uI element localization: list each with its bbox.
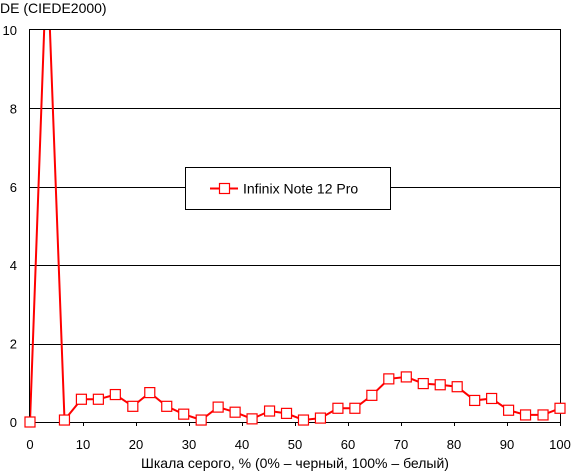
data-point [451, 381, 463, 393]
data-point [24, 416, 36, 428]
data-point [127, 400, 139, 412]
x-tick-label: 70 [394, 437, 408, 452]
data-point [486, 392, 498, 405]
x-tick-label: 50 [288, 437, 302, 452]
data-point [469, 394, 481, 407]
y-tick-label: 4 [10, 258, 17, 273]
y-tick-label: 8 [10, 101, 17, 116]
x-tick-label: 20 [129, 437, 143, 452]
legend-marker [218, 182, 231, 195]
data-point [144, 387, 156, 399]
legend-label: Infinix Note 12 Pro [243, 181, 358, 197]
x-tick-label: 30 [182, 437, 196, 452]
data-point [58, 414, 71, 426]
y-tick-label: 6 [10, 180, 17, 195]
data-point [434, 379, 446, 391]
data-point [366, 389, 378, 401]
x-tick-label: 40 [235, 437, 249, 452]
data-point [263, 405, 276, 417]
data-point [537, 409, 549, 421]
x-tick-label: 100 [549, 437, 571, 452]
y-tick-label: 2 [10, 337, 17, 352]
series-layer [24, 30, 566, 428]
data-point [280, 407, 293, 419]
data-point [349, 402, 361, 414]
y-tick-label: 10 [3, 23, 17, 38]
data-point [178, 408, 190, 420]
data-point [519, 409, 532, 421]
y-axis-ticks: 0 2 4 6 8 10 [3, 23, 17, 430]
gridlines [30, 108, 560, 345]
x-axis-ticks: 0 10 20 30 40 50 60 70 80 90 100 [26, 422, 571, 452]
x-tick-label: 80 [447, 437, 461, 452]
data-point [92, 393, 104, 405]
data-point [383, 373, 395, 385]
x-tick-label: 0 [26, 437, 33, 452]
data-point [246, 413, 258, 425]
series-line [30, 30, 560, 422]
x-tick-label: 90 [500, 437, 514, 452]
plot-area-border [29, 29, 561, 423]
data-point [332, 402, 344, 414]
y-axis-title: DE (CIEDE2000) [0, 0, 107, 16]
data-point [109, 388, 121, 401]
legend: Infinix Note 12 Pro [185, 167, 391, 210]
data-point [212, 401, 224, 413]
data-point [229, 406, 241, 418]
data-point [554, 402, 566, 414]
data-point [502, 404, 515, 416]
data-point [297, 414, 310, 426]
data-point [417, 377, 429, 390]
data-point [75, 393, 88, 405]
x-tick-label: 10 [76, 437, 90, 452]
data-point [195, 414, 207, 426]
y-tick-label: 0 [10, 415, 17, 430]
data-point [400, 371, 412, 383]
data-point [161, 400, 173, 412]
data-point [314, 412, 327, 424]
x-axis-title: Шкала серого, % (0% – черный, 100% – бел… [141, 455, 449, 471]
x-tick-label: 60 [341, 437, 355, 452]
